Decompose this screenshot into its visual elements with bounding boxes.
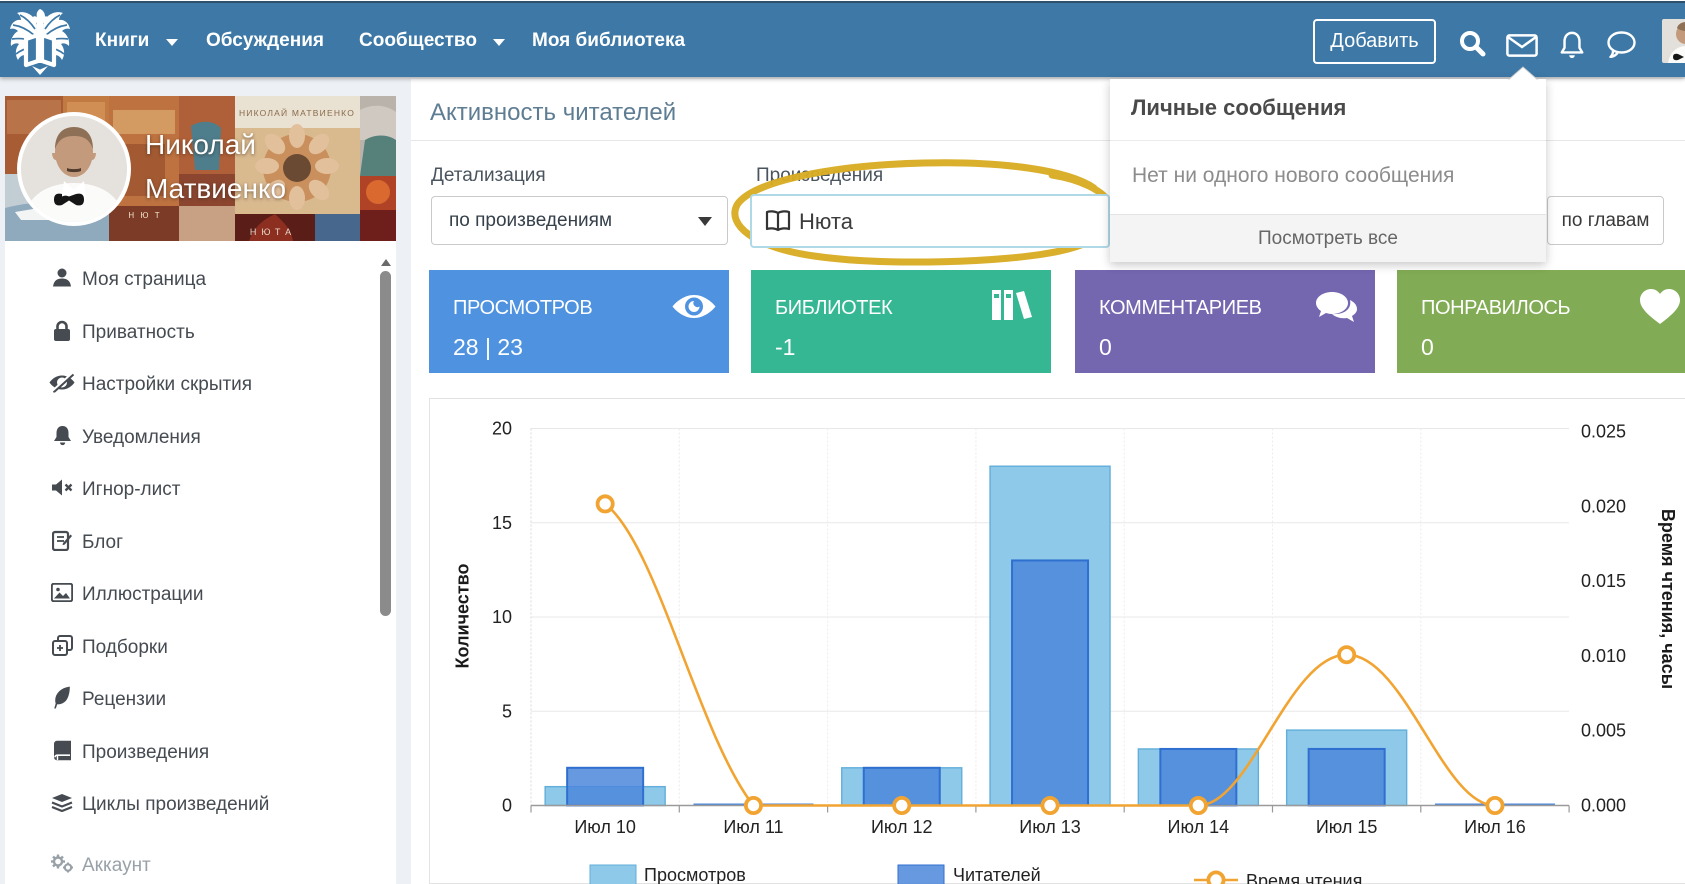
svg-text:Время чтения, часы: Время чтения, часы <box>1658 509 1678 689</box>
svg-text:Читателей: Читателей <box>953 865 1041 884</box>
svg-text:НЮТА: НЮТА <box>250 227 296 237</box>
svg-text:15: 15 <box>492 513 512 533</box>
svg-text:Июл 12: Июл 12 <box>871 817 933 837</box>
svg-text:Просмотров: Просмотров <box>644 865 746 884</box>
svg-text:Июл 14: Июл 14 <box>1168 817 1230 837</box>
svg-text:Июл 15: Июл 15 <box>1316 817 1378 837</box>
svg-text:Июл 11: Июл 11 <box>723 817 783 837</box>
svg-text:0.020: 0.020 <box>1581 496 1626 516</box>
svg-text:5: 5 <box>502 701 512 721</box>
svg-text:0.015: 0.015 <box>1581 571 1626 591</box>
svg-text:Время чтения: Время чтения <box>1246 871 1362 884</box>
svg-text:Июл 10: Июл 10 <box>574 817 636 837</box>
svg-text:Количество: Количество <box>453 564 473 669</box>
svg-text:НИКОЛАЙ МАТВИЕНКО: НИКОЛАЙ МАТВИЕНКО <box>239 107 355 118</box>
svg-text:20: 20 <box>492 419 512 439</box>
svg-text:0.005: 0.005 <box>1581 721 1626 741</box>
svg-text:0.010: 0.010 <box>1581 646 1626 666</box>
svg-text:0.025: 0.025 <box>1581 422 1626 442</box>
svg-text:0: 0 <box>502 796 512 816</box>
svg-text:10: 10 <box>492 607 512 627</box>
svg-text:0.000: 0.000 <box>1581 796 1626 816</box>
svg-text:Июл 13: Июл 13 <box>1019 817 1081 837</box>
svg-text:Н Ю Т: Н Ю Т <box>128 211 161 220</box>
svg-text:Июл 16: Июл 16 <box>1464 817 1526 837</box>
